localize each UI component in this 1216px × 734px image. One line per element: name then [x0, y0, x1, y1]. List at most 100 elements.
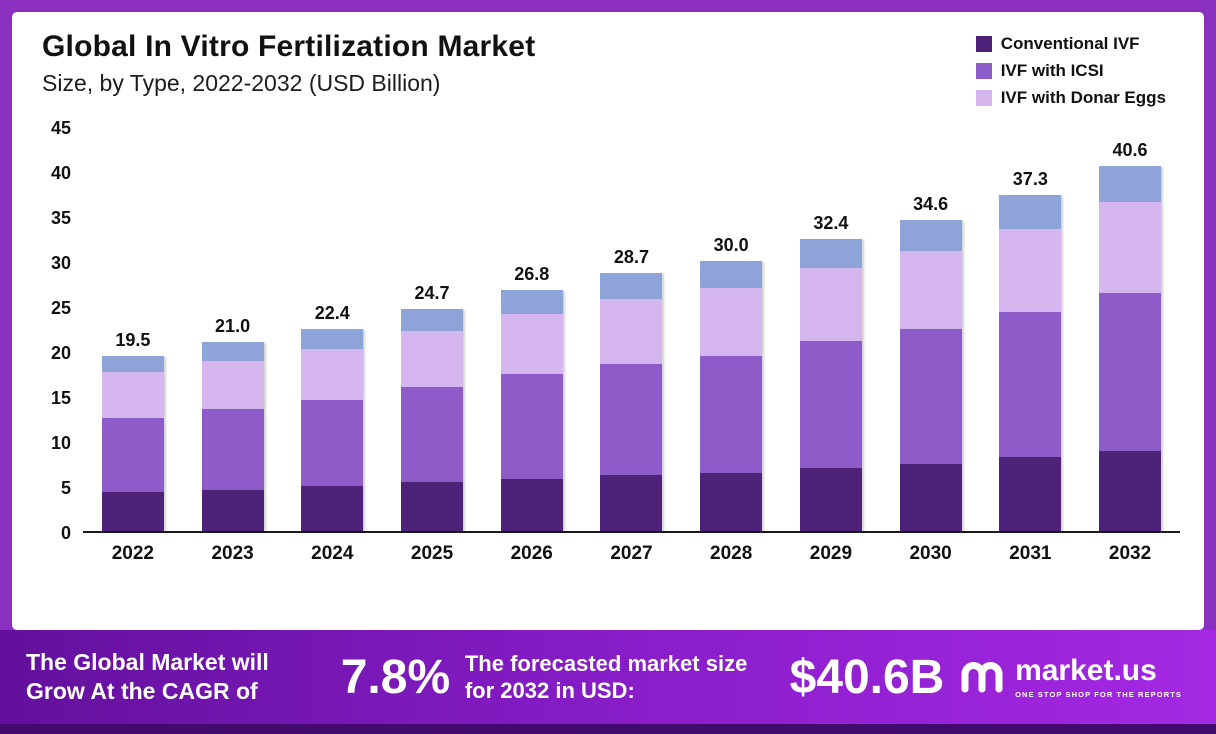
bar-2029: 32.4: [799, 213, 862, 531]
legend-item: IVF with Donar Eggs: [975, 88, 1166, 108]
bar-segment: [1099, 201, 1162, 294]
bottom-banner: The Global Market will Grow At the CAGR …: [0, 630, 1216, 724]
bar-segment: [999, 312, 1062, 458]
bar-2028: 30.0: [700, 235, 763, 531]
x-tick-label: 2026: [510, 543, 553, 564]
bar-segment: [899, 251, 962, 329]
legend-swatch: [975, 36, 992, 52]
x-tick-label: 2031: [1009, 543, 1052, 564]
x-tick-label: 2030: [909, 543, 952, 564]
chart-body: 45 40 35 30 25 20 15 10 5 0 19.5 21.0 22.4 24.7 26.8 2…: [28, 118, 1180, 543]
bar-2023: 21.0: [201, 316, 264, 531]
bar-total-label: 19.5: [115, 329, 151, 350]
bar-segment: [201, 408, 264, 490]
brand-name: market.us: [1015, 653, 1157, 687]
bar-segment: [500, 314, 563, 375]
market-us-logo-icon: [959, 652, 1005, 703]
bar-total-label: 37.3: [1012, 169, 1048, 190]
bar-segment: [401, 387, 464, 483]
bar-segment: [999, 228, 1062, 313]
legend-label: IVF with Donar Eggs: [1000, 88, 1166, 107]
bar-segment: [301, 349, 364, 400]
bar-segment: [301, 486, 364, 531]
y-tick-label: 10: [50, 433, 71, 453]
forecast-label: The forecasted market size for 2032 in U…: [464, 650, 748, 704]
bar-total-label: 34.6: [913, 193, 949, 214]
legend-swatch: [975, 90, 992, 106]
bar-total-label: 26.8: [514, 263, 550, 284]
bar-segment: [500, 374, 563, 479]
bar-segment: [700, 288, 763, 356]
bar-2027: 28.7: [600, 246, 663, 531]
y-tick-label: 45: [50, 118, 71, 138]
forecast-value: $40.6B: [789, 650, 945, 704]
y-tick-label: 20: [50, 343, 71, 363]
x-tick-label: 2028: [710, 543, 753, 564]
title-block: Global In Vitro Fertilization Market Siz…: [42, 30, 535, 108]
bar-segment: [700, 261, 763, 288]
bar-segment: [401, 331, 464, 388]
y-tick-label: 15: [50, 388, 71, 408]
bar-segment: [500, 289, 563, 315]
bar-segment: [999, 195, 1062, 229]
bar-segment: [899, 463, 962, 531]
plot-area: 19.5 21.0 22.4 24.7 26.8 28.7 30.0 32.4 34.6 37.3…: [83, 128, 1180, 533]
bar-segment: [799, 268, 862, 342]
bar-segment: [101, 355, 164, 372]
legend-item: IVF with ICSI: [975, 61, 1166, 81]
bar-segment: [201, 360, 264, 409]
bar-total-label: 22.4: [314, 303, 350, 324]
brand-text: market.us ONE STOP SHOP FOR THE REPORTS: [1015, 653, 1182, 699]
x-tick-label: 2025: [410, 543, 454, 564]
bar-segment: [600, 272, 663, 299]
legend-label: Conventional IVF: [1000, 34, 1140, 53]
x-tick-label: 2023: [211, 543, 254, 564]
cagr-label: The Global Market will Grow At the CAGR …: [26, 649, 269, 704]
x-tick-label: 2027: [610, 543, 653, 564]
bar-2030: 34.6: [899, 193, 962, 531]
legend-swatch: [975, 63, 992, 79]
brand-block: market.us ONE STOP SHOP FOR THE REPORTS: [959, 652, 1182, 703]
bottom-strip: [0, 724, 1216, 734]
y-axis: 45 40 35 30 25 20 15 10 5 0: [28, 118, 83, 543]
page-subtitle: Size, by Type, 2022-2032 (USD Billion): [42, 70, 441, 96]
x-tick-label: 2032: [1108, 543, 1152, 564]
bar-segment: [101, 371, 164, 418]
bar-segment: [401, 482, 464, 531]
bar-segment: [899, 328, 962, 464]
bar-segment: [1099, 450, 1162, 531]
bar-segment: [899, 219, 962, 252]
bar-segment: [700, 472, 763, 531]
bar-total-label: 32.4: [813, 213, 849, 234]
chart-card: Global In Vitro Fertilization Market Siz…: [12, 12, 1204, 630]
bar-segment: [600, 475, 663, 531]
y-tick-label: 5: [60, 478, 71, 498]
page-title: Global In Vitro Fertilization Market: [42, 30, 536, 63]
bar-segment: [500, 478, 563, 531]
bar-segment: [799, 468, 862, 531]
x-tick-label: 2029: [809, 543, 853, 564]
bar-segment: [201, 489, 264, 531]
bar-segment: [401, 308, 464, 332]
bar-segment: [600, 363, 663, 476]
bar-2025: 24.7: [401, 282, 464, 531]
y-tick-label: 30: [50, 253, 71, 273]
cagr-value: 7.8%: [340, 650, 451, 704]
chart-header: Global In Vitro Fertilization Market Siz…: [12, 12, 1204, 112]
bar-2031: 37.3: [999, 169, 1062, 531]
bar-total-label: 24.7: [414, 282, 450, 303]
bar-segment: [600, 298, 663, 364]
bar-2026: 26.8: [500, 263, 563, 531]
bar-segment: [101, 417, 164, 493]
bar-segment: [1099, 293, 1162, 451]
bar-total-label: 28.7: [613, 246, 649, 267]
bar-segment: [999, 457, 1062, 531]
y-tick-label: 40: [50, 163, 71, 183]
y-tick-label: 0: [60, 523, 71, 543]
bar-segment: [700, 355, 763, 473]
bar-total-label: 21.0: [215, 316, 251, 337]
legend-item: Conventional IVF: [975, 34, 1166, 54]
bar-segment: [799, 239, 862, 269]
y-tick-label: 35: [50, 208, 71, 228]
